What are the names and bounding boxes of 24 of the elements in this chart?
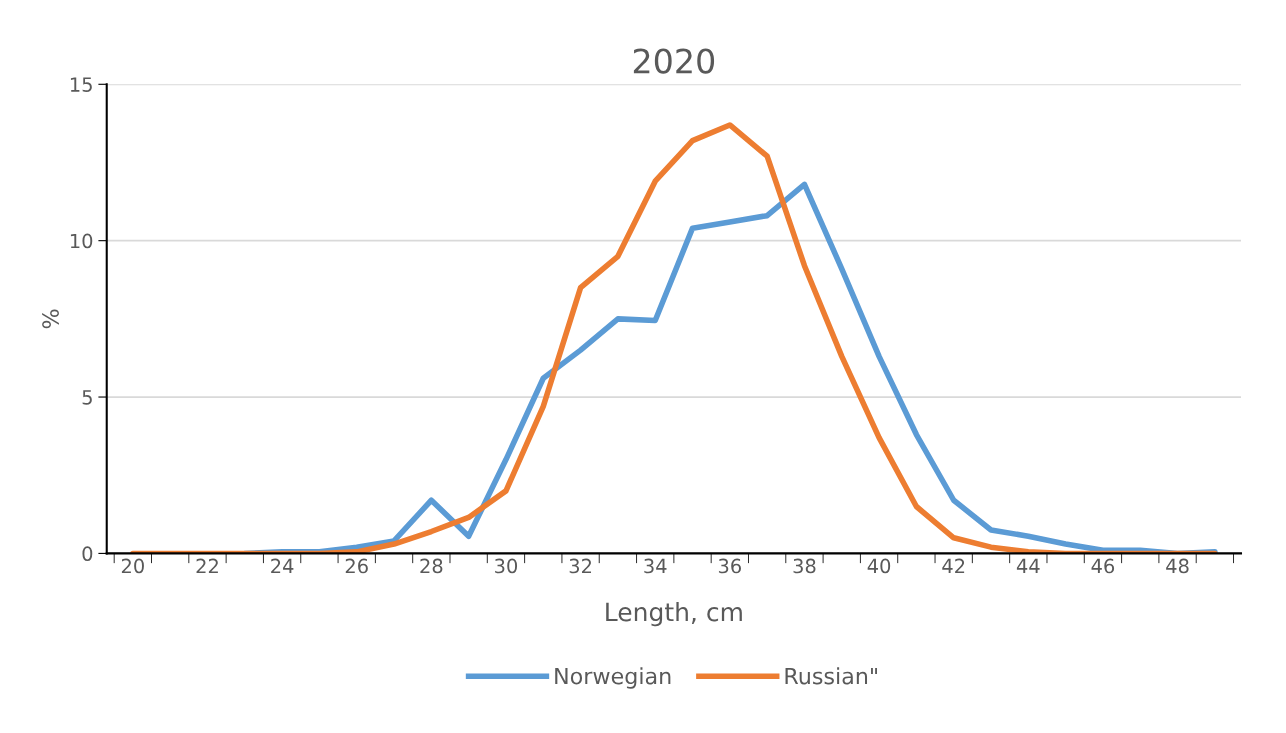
x-tick-label: 44 [1016, 558, 1040, 574]
chart-title: 2020 [633, 48, 715, 74]
x-tick-label: 48 [1166, 558, 1189, 574]
y-axis-title: % [42, 309, 59, 329]
x-tick-label: 26 [345, 558, 368, 574]
x-tick-label: 36 [718, 558, 741, 574]
x-tick-label: 20 [121, 558, 144, 574]
y-tick-label: 0 [82, 546, 93, 562]
x-tick-label: 30 [495, 558, 518, 574]
x-tick-label: 32 [569, 558, 592, 574]
y-tick-label: 5 [82, 390, 92, 405]
x-tick-label: 46 [1091, 558, 1115, 574]
legend-label: Russian" [785, 667, 877, 685]
y-tick-label: 15 [70, 77, 92, 92]
x-axis-title: Length, cm [606, 602, 742, 627]
x-tick-label: 38 [793, 558, 816, 574]
x-tick-label: 42 [942, 558, 965, 574]
x-tick-label: 28 [420, 558, 443, 574]
y-tick-label: 10 [70, 233, 93, 249]
x-tick-label: 34 [644, 558, 667, 574]
legend-label: Norwegian [555, 667, 671, 689]
x-tick-label: 24 [271, 558, 294, 574]
x-tick-label: 22 [196, 558, 218, 574]
x-tick-label: 40 [867, 558, 891, 574]
